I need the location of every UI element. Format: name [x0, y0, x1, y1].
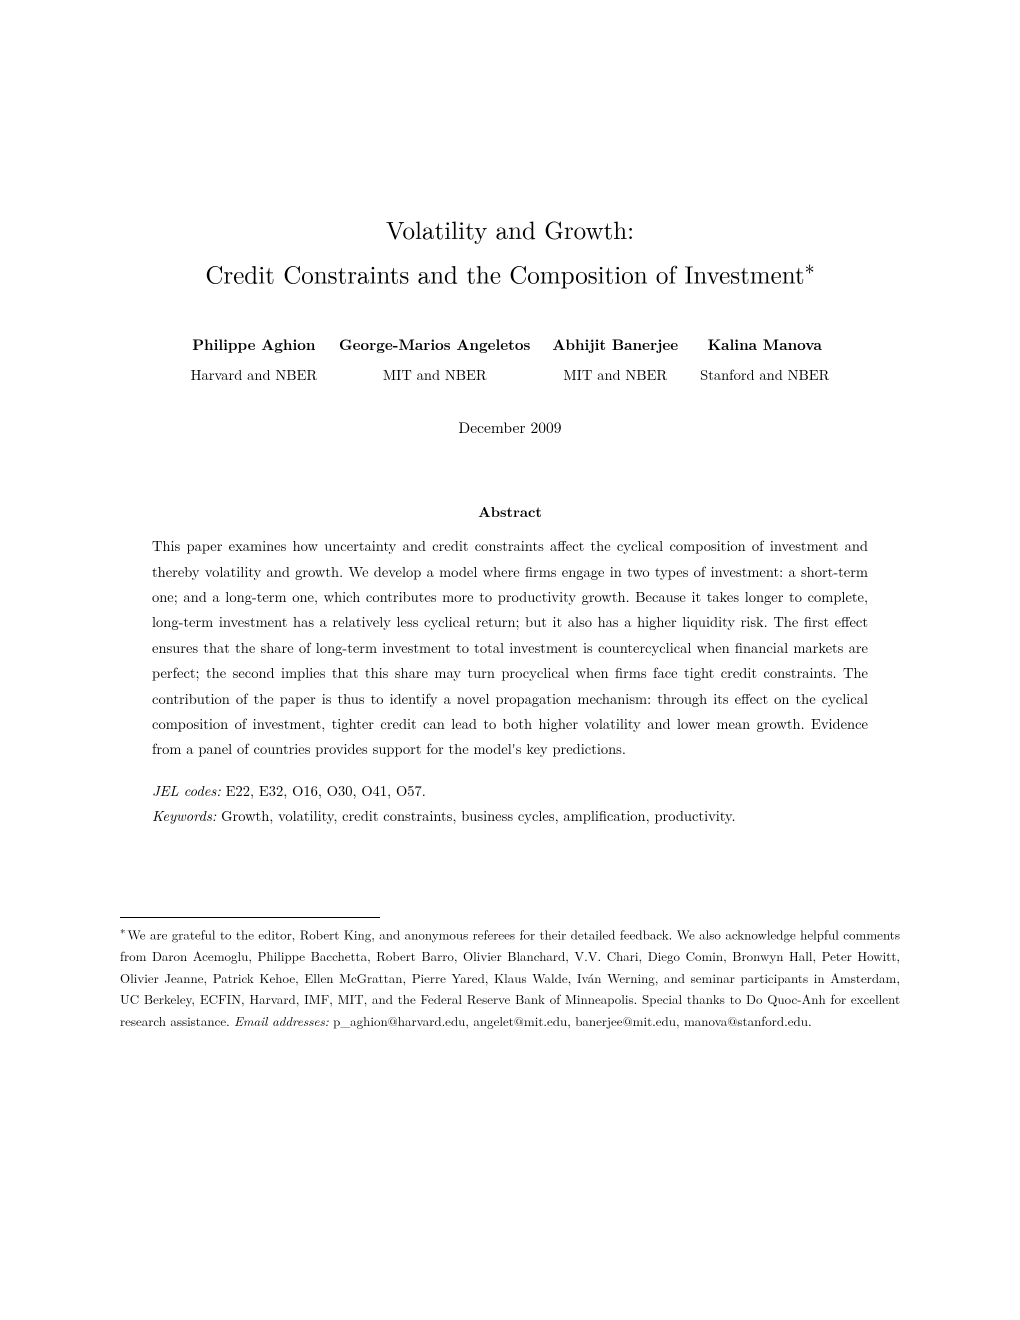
title-line-1: Volatility and Growth:	[120, 210, 900, 250]
keywords-value: Growth, volatility, credit constraints, …	[216, 806, 735, 826]
paper-title: Volatility and Growth: Credit Constraint…	[120, 210, 900, 294]
author-1-affil: Harvard and NBER	[191, 365, 317, 385]
author-1-name: Philippe Aghion	[191, 334, 317, 355]
abstract-heading: Abstract	[120, 502, 900, 522]
title-footnote-marker: ∗	[805, 251, 815, 280]
author-3: Abhijit Banerjee MIT and NBER	[552, 334, 678, 385]
author-4: Kalina Manova Stanford and NBER	[700, 334, 829, 385]
author-2: George-Marios Angeletos MIT and NBER	[339, 334, 530, 385]
authors-block: Philippe Aghion Harvard and NBER George-…	[120, 334, 900, 385]
author-4-affil: Stanford and NBER	[700, 365, 829, 385]
author-4-name: Kalina Manova	[700, 334, 829, 355]
footnote-email-label: Email addresses:	[234, 1011, 329, 1030]
abstract-body: This paper examines how uncertainty and …	[152, 534, 868, 762]
author-3-name: Abhijit Banerjee	[552, 334, 678, 355]
footnote-rule	[120, 917, 380, 918]
keywords: Keywords: Growth, volatility, credit con…	[152, 804, 868, 829]
title-line-2-text: Credit Constraints and the Composition o…	[205, 256, 804, 291]
author-1: Philippe Aghion Harvard and NBER	[191, 334, 317, 385]
jel-label: JEL codes:	[152, 781, 221, 801]
title-line-2: Credit Constraints and the Composition o…	[120, 250, 900, 294]
author-3-affil: MIT and NBER	[552, 365, 678, 385]
footnote: ∗We are grateful to the editor, Robert K…	[120, 922, 900, 1031]
jel-value: E22, E32, O16, O30, O41, O57.	[221, 781, 426, 801]
footnote-marker: ∗	[120, 923, 126, 938]
author-2-name: George-Marios Angeletos	[339, 334, 530, 355]
keywords-label: Keywords:	[152, 806, 216, 826]
author-2-affil: MIT and NBER	[339, 365, 530, 385]
jel-codes: JEL codes: E22, E32, O16, O30, O41, O57.	[152, 779, 868, 804]
paper-page: Volatility and Growth: Credit Constraint…	[0, 0, 1020, 1131]
footnote-emails: p_aghion@harvard.edu, angelet@mit.edu, b…	[329, 1011, 812, 1030]
paper-date: December 2009	[120, 417, 900, 438]
